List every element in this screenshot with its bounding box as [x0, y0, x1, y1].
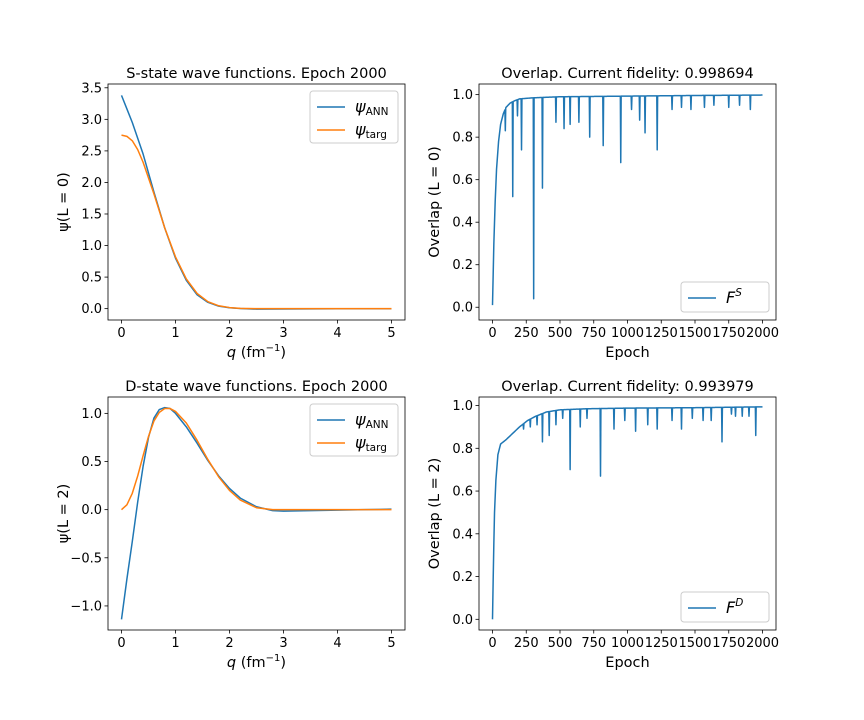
x-tick-label: 500	[548, 636, 573, 651]
x-tick-label: 4	[333, 326, 341, 341]
x-tick-label: 1	[171, 636, 179, 651]
x-tick-label: 1000	[611, 636, 644, 651]
x-tick-label: 1500	[678, 636, 711, 651]
x-tick-label: 500	[548, 326, 573, 341]
x-tick-label: 2000	[746, 326, 779, 341]
y-tick-label: 0.4	[452, 527, 473, 542]
x-tick-label: 1750	[712, 636, 745, 651]
y-tick-label: 0.0	[452, 613, 473, 628]
x-tick-label: 4	[333, 636, 341, 651]
legend-label: ψtarg	[355, 120, 387, 141]
axes-frame	[107, 83, 406, 321]
legend-label: FS	[726, 287, 742, 307]
x-tick-label: 2	[225, 636, 233, 651]
plot-area	[491, 94, 763, 306]
x-axis-label: q (fm−1)	[227, 343, 286, 361]
series-line-1	[121, 407, 392, 511]
legend-label: ψANN	[355, 97, 388, 118]
x-tick-label: 250	[514, 636, 539, 651]
legend-label: ψtarg	[355, 433, 387, 454]
x-tick-label: 1500	[678, 326, 711, 341]
y-tick-label: 1.0	[452, 88, 473, 103]
x-tick-label: 0	[117, 636, 125, 651]
legend: FD	[680, 591, 770, 623]
x-axis-label: Epoch	[605, 655, 649, 671]
y-tick-label: 3.0	[81, 113, 102, 128]
x-tick-label: 1250	[645, 636, 678, 651]
x-tick-label: 3	[279, 636, 287, 651]
y-tick-label: 2.5	[81, 144, 102, 159]
y-tick-label: 1.0	[81, 239, 102, 254]
y-tick-label: 1.0	[81, 407, 102, 422]
y-tick-label: −1.0	[70, 599, 102, 614]
chart-title: Overlap. Current fidelity: 0.993979	[501, 379, 754, 395]
series-line-1	[121, 134, 392, 310]
y-tick-label: 2.0	[81, 176, 102, 191]
y-tick-label: 0.2	[452, 570, 473, 585]
chart-d-wave: D-state wave functions. Epoch 2000 0 1 2 3 4 5…	[56, 379, 406, 671]
legend: FS	[680, 281, 770, 313]
chart-s-wave: S-state wave functions. Epoch 2000 0 1 2 3 4 5…	[56, 66, 406, 361]
series-line-0	[491, 94, 763, 306]
plot-area	[120, 406, 392, 620]
x-tick-label: 1250	[645, 326, 678, 341]
chart-title: Overlap. Current fidelity: 0.998694	[501, 66, 754, 82]
y-tick-label: 1.0	[452, 399, 473, 414]
y-axis-label: Overlap (L = 0)	[427, 146, 443, 258]
x-tick-label: 250	[514, 326, 539, 341]
x-tick-label: 5	[387, 326, 395, 341]
x-axis-label: Epoch	[605, 345, 649, 361]
x-tick-label: 5	[387, 636, 395, 651]
x-tick-label: 1	[171, 326, 179, 341]
y-tick-label: 0.8	[452, 442, 473, 457]
y-axis-label: ψ(L = 0)	[56, 172, 72, 232]
x-tick-label: 750	[581, 636, 606, 651]
series-line-0	[120, 406, 392, 620]
chart-d-overlap: Overlap. Current fidelity: 0.993979 0 250 5…	[427, 379, 779, 671]
legend-box	[680, 281, 770, 313]
y-axis-label: Overlap (L = 2)	[427, 458, 443, 570]
y-tick-label: 0.0	[452, 301, 473, 316]
y-tick-label: 3.5	[81, 81, 102, 96]
y-axis-label: ψ(L = 2)	[56, 484, 72, 544]
x-tick-label: 0	[117, 326, 125, 341]
y-tick-label: −0.5	[70, 551, 102, 566]
x-tick-label: 2	[225, 326, 233, 341]
y-tick-label: 0.2	[452, 258, 473, 273]
chart-s-overlap: Overlap. Current fidelity: 0.998694 0 250 5…	[427, 66, 779, 361]
chart-title: S-state wave functions. Epoch 2000	[126, 66, 387, 82]
axes-frame	[107, 396, 406, 631]
y-tick-label: 0.5	[81, 455, 102, 470]
x-tick-label: 2000	[746, 636, 779, 651]
y-tick-label: 0.6	[452, 173, 473, 188]
series-line-0	[491, 406, 763, 620]
x-tick-label: 1000	[611, 326, 644, 341]
y-tick-label: 0.6	[452, 485, 473, 500]
plot-area	[491, 406, 763, 620]
legend-label: ψANN	[355, 410, 388, 431]
y-tick-label: 0.8	[452, 131, 473, 146]
y-tick-label: 0.4	[452, 216, 473, 231]
x-axis-label: q (fm−1)	[227, 653, 286, 671]
chart-title: D-state wave functions. Epoch 2000	[125, 379, 388, 395]
x-tick-label: 750	[581, 326, 606, 341]
legend-label: FD	[726, 597, 743, 617]
x-tick-label: 0	[488, 326, 496, 341]
y-tick-label: 0.0	[81, 302, 102, 317]
plot-area	[120, 95, 392, 310]
legend-box	[680, 591, 770, 623]
y-tick-label: 0.5	[81, 271, 102, 286]
y-tick-label: 0.0	[81, 503, 102, 518]
x-tick-label: 1750	[712, 326, 745, 341]
x-tick-label: 0	[488, 636, 496, 651]
y-tick-label: 1.5	[81, 207, 102, 222]
x-tick-label: 3	[279, 326, 287, 341]
